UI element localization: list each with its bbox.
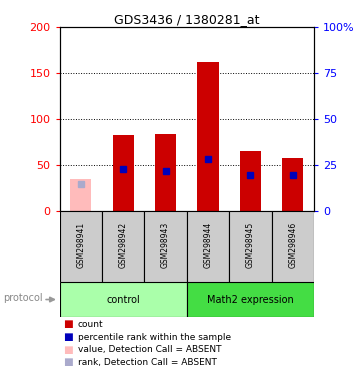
Text: Math2 expression: Math2 expression <box>207 295 294 305</box>
Bar <box>187 211 229 282</box>
Bar <box>187 282 314 317</box>
Bar <box>272 211 314 282</box>
Bar <box>113 135 134 211</box>
Bar <box>60 211 102 282</box>
Bar <box>70 179 91 211</box>
Bar <box>155 134 176 211</box>
Text: count: count <box>78 320 103 329</box>
Text: ■: ■ <box>63 345 73 355</box>
Text: rank, Detection Call = ABSENT: rank, Detection Call = ABSENT <box>78 358 217 367</box>
Text: GSM298944: GSM298944 <box>204 222 213 268</box>
Text: ■: ■ <box>63 319 73 329</box>
Text: GSM298946: GSM298946 <box>288 222 297 268</box>
Bar <box>229 211 271 282</box>
Text: control: control <box>106 295 140 305</box>
Bar <box>282 158 304 211</box>
Title: GDS3436 / 1380281_at: GDS3436 / 1380281_at <box>114 13 260 26</box>
Text: GSM298941: GSM298941 <box>76 222 85 268</box>
Text: ■: ■ <box>63 358 73 367</box>
Text: GSM298942: GSM298942 <box>119 222 128 268</box>
Text: protocol: protocol <box>4 293 43 303</box>
Text: ■: ■ <box>63 332 73 342</box>
Bar <box>144 211 187 282</box>
Bar <box>60 282 187 317</box>
Text: GSM298943: GSM298943 <box>161 222 170 268</box>
Text: GSM298945: GSM298945 <box>246 222 255 268</box>
Text: percentile rank within the sample: percentile rank within the sample <box>78 333 231 342</box>
Bar <box>102 211 144 282</box>
Text: value, Detection Call = ABSENT: value, Detection Call = ABSENT <box>78 345 221 354</box>
Bar <box>240 151 261 211</box>
Bar <box>197 62 219 211</box>
